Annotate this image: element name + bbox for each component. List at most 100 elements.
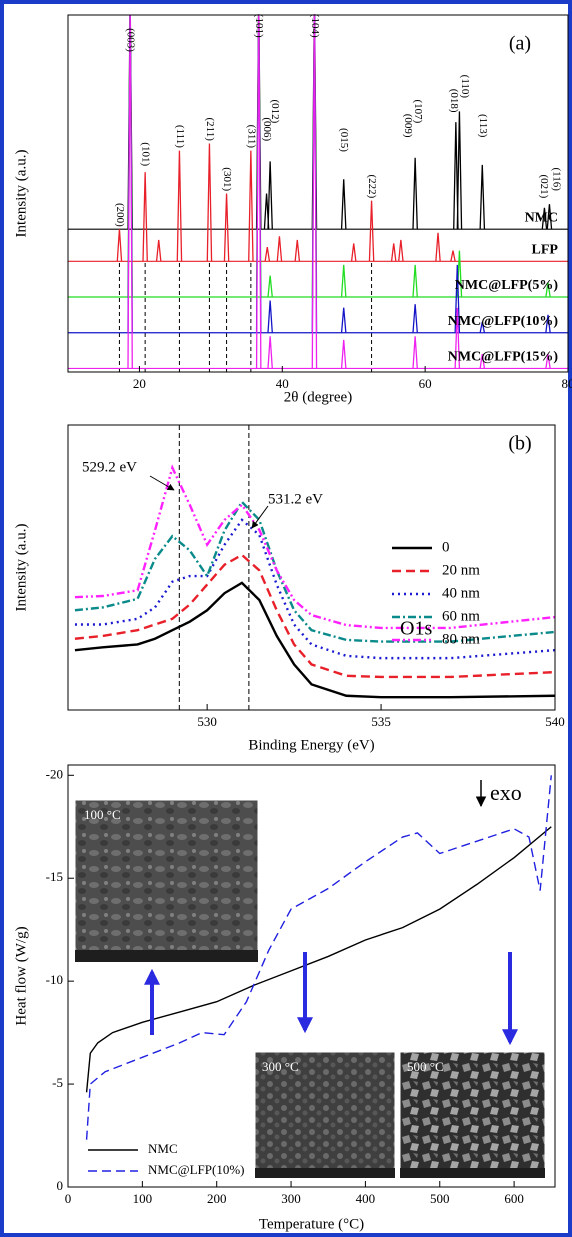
peak <box>248 150 254 262</box>
peak <box>340 339 347 369</box>
legend-label: 80 nm <box>442 631 480 647</box>
x-axis-label: Temperature (°C) <box>259 1216 364 1232</box>
legend-label: NMC@LFP(10%) <box>148 1162 244 1177</box>
y-tick-label: 0 <box>57 1178 64 1193</box>
series-label: NMC@LFP(5%) <box>455 278 559 293</box>
series-label: NMC <box>525 210 558 225</box>
peak <box>398 239 404 262</box>
peak <box>479 354 486 369</box>
y-tick-label: -5 <box>52 1075 63 1090</box>
series-label: NMC@LFP(15%) <box>448 350 559 365</box>
series-label: LFP <box>532 243 559 258</box>
peak-label: (101) <box>253 14 265 38</box>
peak <box>479 321 486 333</box>
peak <box>368 200 375 262</box>
x-tick-label: 80 <box>562 376 572 391</box>
sem-inset: 500 °C <box>399 1051 546 1179</box>
x-tick-label: 20 <box>133 376 146 391</box>
peak <box>545 314 551 333</box>
peak-label: (222) <box>366 174 378 198</box>
series-line <box>74 500 555 643</box>
y-axis-label: Heat flow (W/g) <box>13 926 29 1025</box>
peak <box>264 246 271 262</box>
peak <box>479 164 486 230</box>
peak-label: (006) <box>261 117 273 141</box>
peak <box>450 250 456 262</box>
x-tick-label: 600 <box>504 1191 524 1206</box>
peak <box>390 243 397 262</box>
peak <box>412 304 418 333</box>
sem-inset: 100 °C <box>74 799 259 963</box>
peak-label: (200) <box>114 203 126 227</box>
peak <box>267 275 273 298</box>
annotation-arrow <box>251 505 269 529</box>
axes-frame <box>67 764 556 1188</box>
y-tick-label: -10 <box>46 972 63 987</box>
peak-label: (104) <box>309 14 321 38</box>
x-tick-label: 200 <box>207 1191 227 1206</box>
x-axis-label: Binding Energy (eV) <box>248 737 374 753</box>
peak-label: (116) <box>550 168 562 192</box>
peak <box>454 307 461 369</box>
peak <box>545 282 551 298</box>
series-line <box>74 464 555 630</box>
peak-label: (301) <box>221 167 233 191</box>
x-axis-label: 2θ (degree) <box>284 389 352 405</box>
peak <box>127 15 133 369</box>
plot-area <box>85 775 552 1140</box>
annotation: 531.2 eV <box>268 491 323 507</box>
inset-label: 100 °C <box>84 807 121 822</box>
peak <box>206 143 213 262</box>
peak <box>412 264 418 298</box>
peak <box>155 239 162 262</box>
peak <box>267 300 273 333</box>
annotation: 529.2 eV <box>82 459 137 475</box>
x-tick-label: 540 <box>545 714 565 729</box>
peak-label: (021) <box>538 174 550 198</box>
inset-label: 300 °C <box>262 1059 299 1074</box>
peak <box>276 236 283 262</box>
sem-image <box>399 1051 546 1179</box>
x-tick-label: 530 <box>197 714 217 729</box>
peak <box>340 264 347 298</box>
sem-info-bar <box>400 1168 545 1178</box>
sem-info-bar <box>75 950 258 962</box>
x-tick-label: 535 <box>371 714 391 729</box>
peak <box>116 229 123 262</box>
peak-label: (003) <box>125 28 137 52</box>
peak <box>412 336 418 369</box>
sem-inset: 300 °C <box>254 1051 396 1179</box>
peak-label: (113) <box>477 114 489 138</box>
legend-label: 60 nm <box>442 608 480 624</box>
peak <box>340 307 347 333</box>
x-tick-label: 300 <box>281 1191 301 1206</box>
annotation: O1s <box>400 618 432 640</box>
peak <box>267 161 273 230</box>
peak <box>456 111 463 230</box>
peak-label: (018) <box>448 89 460 113</box>
series-line <box>85 826 552 1093</box>
series-line <box>74 553 555 679</box>
peak-label: (012) <box>269 99 281 123</box>
peak <box>311 15 318 369</box>
peak-label: (009) <box>402 114 414 138</box>
peak-label: (101) <box>140 142 152 166</box>
panel-label: (b) <box>508 433 531 455</box>
peak <box>340 179 347 230</box>
peak <box>546 204 553 230</box>
axes-frame <box>67 14 569 373</box>
axes-frame <box>67 424 556 711</box>
annotation-arrow <box>149 475 175 491</box>
peak-label: (015) <box>338 128 350 152</box>
sem-info-bar <box>255 1168 395 1178</box>
x-tick-label: 0 <box>65 1191 72 1206</box>
y-tick-label: -20 <box>46 766 63 781</box>
peak <box>454 264 461 333</box>
peak <box>223 193 230 262</box>
peak <box>255 15 262 369</box>
x-tick-label: 400 <box>356 1191 376 1206</box>
annotation: exo <box>490 780 522 805</box>
